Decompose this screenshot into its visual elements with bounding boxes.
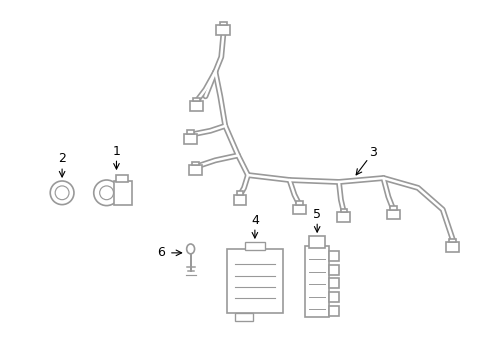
Circle shape [94,180,120,206]
Bar [387,210,400,219]
Text: 5: 5 [313,208,321,221]
Bar [341,209,347,212]
Bar [235,313,253,321]
Text: 3: 3 [368,146,376,159]
Bar [329,306,339,316]
Bar [329,292,339,302]
Text: 2: 2 [58,152,66,165]
Bar [296,201,303,204]
Bar [329,265,339,275]
Bar [449,239,456,242]
Bar [227,249,283,313]
Bar [245,242,265,250]
Bar [237,191,243,195]
Bar [309,236,325,248]
Bar [117,175,128,182]
Text: 4: 4 [251,214,259,227]
Bar [338,212,350,222]
Text: 1: 1 [113,145,121,158]
Bar [190,101,203,111]
Bar [184,134,197,144]
Ellipse shape [187,244,195,254]
Bar [194,98,200,101]
Circle shape [50,181,74,204]
Bar [446,242,459,252]
Circle shape [55,186,69,200]
Bar [329,251,339,261]
Bar [390,206,396,210]
Bar [187,130,194,134]
Circle shape [99,186,114,200]
Bar [305,246,329,317]
Bar [234,195,246,204]
Bar [220,22,227,26]
Bar [193,162,199,165]
Bar [216,26,230,35]
Text: 6: 6 [157,246,165,259]
Bar [115,181,132,204]
Bar [329,278,339,288]
Bar [189,165,202,175]
Bar [293,204,306,215]
